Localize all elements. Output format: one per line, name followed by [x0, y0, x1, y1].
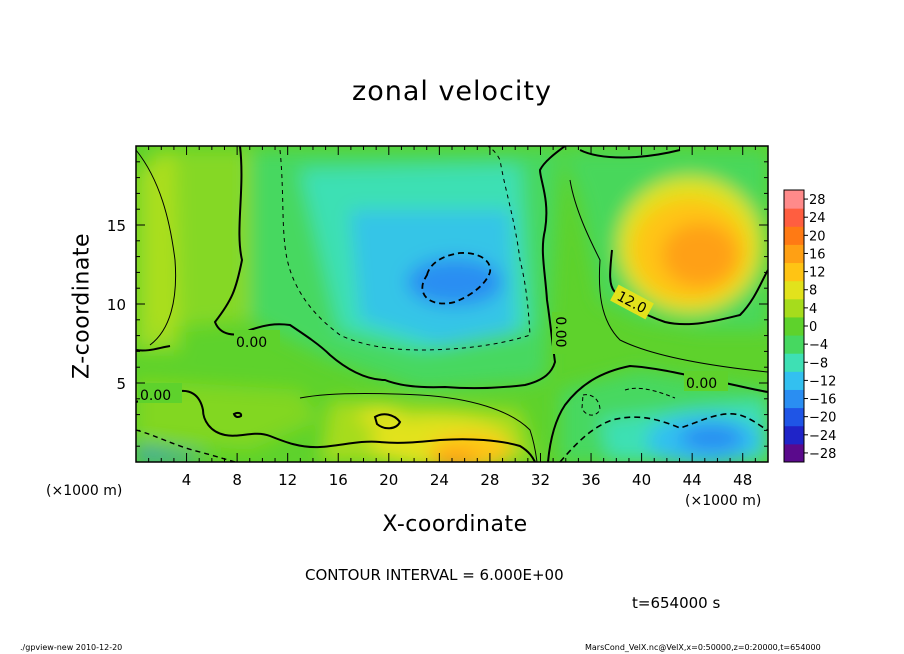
- x-tick-label: 24: [430, 471, 449, 489]
- chart-title: zonal velocity: [352, 76, 552, 107]
- colorbar-swatch: [784, 316, 804, 336]
- colorbar-tick-label: −28: [809, 447, 836, 462]
- colorbar-swatch: [784, 353, 804, 372]
- colorbar-swatch: [784, 190, 804, 209]
- x-tick-label: 40: [632, 471, 651, 489]
- x-axis-unit-right: (×1000 m): [685, 493, 762, 509]
- colorbar-swatch: [784, 244, 804, 264]
- contour-label: 0.00: [552, 316, 568, 347]
- colorbar-tick-label: 16: [809, 247, 826, 262]
- x-tick-label: 16: [329, 471, 348, 489]
- colorbar-tick-label: 12: [809, 266, 826, 281]
- colorbar-swatch: [784, 208, 804, 227]
- colorbar-tick-label: 24: [809, 211, 826, 226]
- colorbar-tick-label: −4: [809, 338, 828, 353]
- x-tick-label: 4: [182, 471, 192, 489]
- colorbar-swatch: [784, 425, 804, 445]
- y-tick-label: 10: [107, 296, 126, 314]
- colorbar: 28 24 20 16 12 8 4 0 −4 −8 −12 −16 −20 −24 −28: [784, 190, 836, 463]
- contour-label: 0.00: [236, 335, 267, 351]
- x-axis-label: X-coordinate: [382, 512, 528, 537]
- y-tick-label: 5: [116, 375, 126, 393]
- footer-program-info: ./gpview-new 2010-12-20: [20, 643, 123, 652]
- x-tick-label: 32: [531, 471, 550, 489]
- colorbar-frame: [783, 189, 805, 463]
- colorbar-tick-label: −16: [809, 393, 836, 408]
- contour-label: 0.00: [140, 388, 171, 404]
- x-tick-label: 12: [278, 471, 297, 489]
- y-tick-label: 15: [107, 217, 126, 235]
- contour-label: 0.00: [686, 376, 717, 392]
- contour-lines: [136, 146, 768, 462]
- x-tick-label: 44: [683, 471, 702, 489]
- time-label: t=654000 s: [632, 594, 721, 612]
- colorbar-tick-label: −24: [809, 429, 836, 444]
- colorbar-swatch: [784, 389, 804, 409]
- x-tick-label: 28: [480, 471, 499, 489]
- x-tick-label: 20: [379, 471, 398, 489]
- axis-ticks: [136, 146, 768, 462]
- colorbar-swatch: [784, 298, 804, 318]
- colorbar-tick-label: 8: [809, 284, 817, 299]
- y-axis-label: Z-coordinate: [69, 233, 95, 379]
- colorbar-tick-label: −8: [809, 356, 828, 371]
- contour-fill-field: [136, 146, 768, 462]
- colorbar-tick-label: 4: [809, 302, 817, 317]
- colorbar-swatch: [784, 280, 804, 300]
- x-tick-label: 36: [581, 471, 600, 489]
- colorbar-tick-label: 20: [809, 229, 826, 244]
- x-tick-label: 48: [733, 471, 752, 489]
- contour-interval-label: CONTOUR INTERVAL = 6.000E+00: [305, 566, 564, 584]
- colorbar-swatch: [784, 371, 804, 390]
- colorbar-tick-label: −12: [809, 374, 836, 389]
- colorbar-tick-label: 0: [809, 320, 817, 335]
- x-axis-unit-left: (×1000 m): [46, 483, 123, 499]
- colorbar-swatch: [784, 407, 804, 427]
- colorbar-tick-label: 28: [809, 193, 826, 208]
- colorbar-swatch: [784, 226, 804, 245]
- colorbar-swatch: [784, 262, 804, 282]
- colorbar-tick-label: −20: [809, 411, 836, 426]
- x-tick-label: 8: [232, 471, 242, 489]
- colorbar-swatch: [784, 335, 804, 354]
- colorbar-swatch: [784, 443, 804, 463]
- footer-data-source: MarsCond_VelX.nc@VelX,x=0:50000,z=0:2000…: [585, 643, 821, 652]
